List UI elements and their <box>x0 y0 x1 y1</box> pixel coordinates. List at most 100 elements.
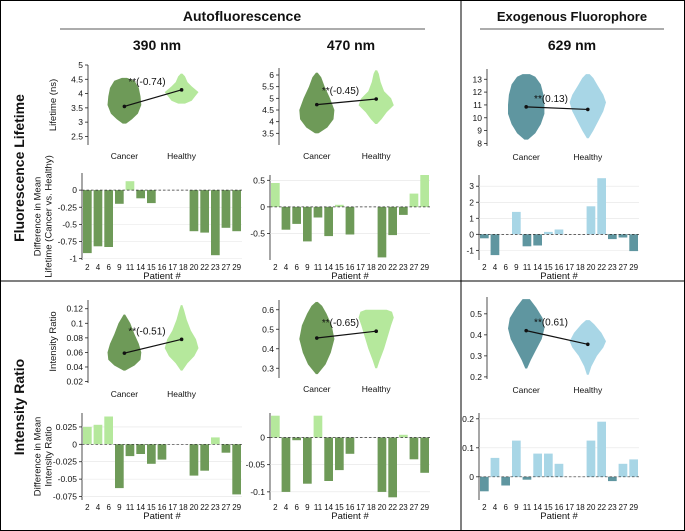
x-tick-label: 27 <box>410 503 419 512</box>
violin-healthy <box>358 309 394 369</box>
y-tick-label: 9 <box>477 126 482 136</box>
x-tick-label: 16 <box>158 503 167 512</box>
row-label-fluorescence-lifetime: Fluorescence Lifetime <box>11 94 27 242</box>
y-tick-label: -1 <box>69 254 77 264</box>
x-tick-label: 22 <box>597 503 606 512</box>
bar-patient-9 <box>512 440 521 477</box>
bar-patient-9 <box>115 190 124 204</box>
violin-cancer <box>107 314 142 371</box>
x-tick-label: 20 <box>587 263 596 272</box>
significance-annotation: **(0.61) <box>534 318 568 329</box>
bar-patient-9 <box>303 437 312 484</box>
y-tick-label: -0.75 <box>58 237 78 247</box>
chart-b629ir: 0 0.1 0.2 2 4 6 9 11 14 15 16 17 18 20 22 23 27 29 Patient… <box>462 413 639 522</box>
x-tick-label: 15 <box>544 503 553 512</box>
bar-patient-14 <box>533 234 542 246</box>
x-tick-label: 23 <box>211 263 220 272</box>
bar-patient-4 <box>93 190 103 247</box>
y-tick-label: 0 <box>260 202 265 212</box>
category-label: Healthy <box>167 151 197 161</box>
bar-patient-15 <box>544 231 553 235</box>
x-tick-label: 15 <box>147 263 156 272</box>
y-axis-label: Intensity Ratio <box>48 311 59 371</box>
bar-patient-4 <box>93 424 103 445</box>
chart-b390lt: -1 -0.75 -0.5 -0.25 0 Difference in Mean Lifet… <box>33 155 242 282</box>
bar-patient-20 <box>377 206 387 258</box>
y-tick-label: 0.04 <box>66 362 83 372</box>
x-tick-label: 15 <box>335 503 344 512</box>
bar-patient-23 <box>608 476 617 482</box>
x-tick-label: 23 <box>211 503 220 512</box>
bar-patient-16 <box>345 206 355 235</box>
bar-patient-4 <box>490 234 500 256</box>
bar-patient-20 <box>189 444 199 476</box>
bar-patient-4 <box>281 206 291 230</box>
chart-b390ir: -0.075 -0.05 -0.025 0 0.025 Difference in Mea… <box>33 413 242 522</box>
bar-patient-2 <box>480 234 489 239</box>
bar-patient-15 <box>147 444 156 464</box>
bar-patient-23 <box>211 437 220 445</box>
x-tick-label: 15 <box>335 263 344 272</box>
x-tick-label: 18 <box>576 263 585 272</box>
bar-patient-11 <box>313 415 323 438</box>
bar-patient-14 <box>136 444 145 454</box>
y-tick-label: 0 <box>469 229 474 239</box>
x-tick-label: 29 <box>629 503 638 512</box>
bar-patient-11 <box>313 206 323 218</box>
bar-patient-14 <box>324 437 333 481</box>
mean-marker <box>179 88 184 92</box>
bar-patient-20 <box>586 440 596 477</box>
chart-b470ir: -0.1 -0.05 0 2 4 6 9 11 14 15 16 17 18 20 22 23 27 29 Pati… <box>246 413 430 522</box>
y-tick-label: 0.4 <box>470 330 482 340</box>
y-axis-label: Lifetime (Cancer vs. Healthy) <box>44 155 55 277</box>
violin-healthy <box>569 320 606 375</box>
category-label: Healthy <box>362 384 392 394</box>
bar-patient-16 <box>554 229 564 235</box>
x-tick-label: 6 <box>106 263 111 272</box>
x-tick-label: 4 <box>493 503 498 512</box>
y-tick-label: -0.1 <box>250 487 265 497</box>
y-tick-label: -0.05 <box>58 474 78 484</box>
bar-patient-11 <box>522 476 532 480</box>
mean-marker <box>586 342 590 347</box>
x-tick-label: 29 <box>629 263 638 272</box>
y-tick-label: 0 <box>469 472 474 482</box>
bar-patient-11 <box>125 181 135 191</box>
x-tick-label: 17 <box>565 263 574 272</box>
x-tick-label: 16 <box>555 263 564 272</box>
y-tick-label: 11 <box>473 100 482 110</box>
category-label: Cancer <box>303 384 331 394</box>
y-tick-label: -0.025 <box>53 457 77 467</box>
x-tick-label: 14 <box>136 263 145 272</box>
bar-patient-9 <box>512 211 521 235</box>
x-tick-label: 18 <box>179 503 188 512</box>
chart-v390lt: 2.5 3 3.5 4 4.5 5 Lifetime (ns) Cancer Healthy **… <box>48 60 199 161</box>
bar-patient-14 <box>136 190 145 199</box>
bar-patient-22 <box>388 437 397 498</box>
y-tick-label: 4 <box>269 117 274 127</box>
bar-patient-2 <box>83 190 92 254</box>
bar-patient-22 <box>200 444 209 471</box>
x-tick-label: 11 <box>523 263 532 272</box>
header-629nm: 629 nm <box>548 37 596 53</box>
y-tick-label: 0 <box>72 439 77 449</box>
chart-v470ir: 0.3 0.4 0.5 0.6 Cancer Healthy **(-0.65) <box>262 300 394 394</box>
y-axis-label: Difference in Mean <box>33 417 44 497</box>
y-tick-label: 5.5 <box>262 82 274 92</box>
x-tick-label: 27 <box>619 503 628 512</box>
bar-patient-9 <box>115 444 124 489</box>
y-tick-label: 0.4 <box>262 344 274 354</box>
x-tick-label: 20 <box>378 503 387 512</box>
x-axis-label: Patient # <box>331 511 369 522</box>
category-label: Healthy <box>573 152 603 162</box>
x-tick-label: 6 <box>106 503 111 512</box>
bar-patient-27 <box>618 234 628 238</box>
y-tick-label: 0 <box>260 432 265 442</box>
x-tick-label: 11 <box>314 263 323 272</box>
bar-patient-20 <box>189 190 199 232</box>
x-tick-label: 2 <box>482 503 487 512</box>
x-tick-label: 16 <box>555 503 564 512</box>
mean-marker <box>122 104 127 109</box>
header-exogenous-fluorophore: Exogenous Fluorophore <box>497 9 647 24</box>
